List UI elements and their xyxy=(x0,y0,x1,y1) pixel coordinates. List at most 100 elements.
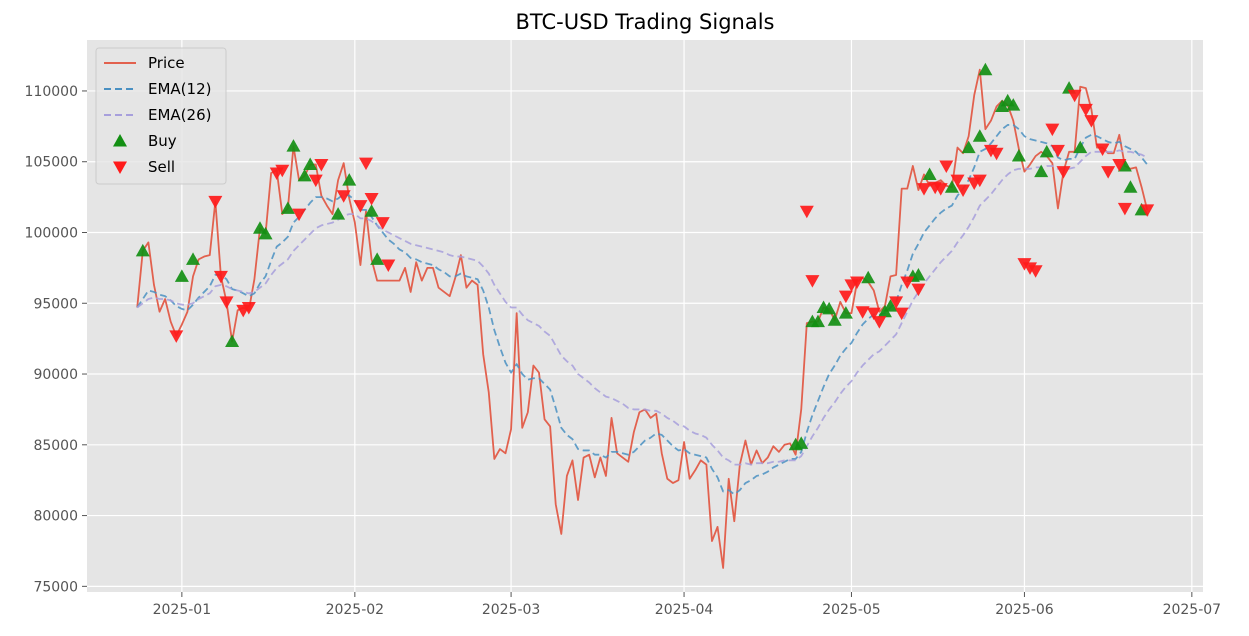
y-tick-label: 100000 xyxy=(25,225,78,241)
sell-marker xyxy=(917,183,931,196)
sell-marker xyxy=(805,275,820,288)
sell-marker xyxy=(1084,115,1099,128)
grid xyxy=(87,40,1203,592)
sell-marker xyxy=(208,195,223,209)
sell-marker xyxy=(336,190,351,203)
y-tick-label: 105000 xyxy=(25,155,78,171)
buy-marker xyxy=(280,201,295,214)
x-tick-label: 2025-04 xyxy=(655,602,714,618)
sell-marker xyxy=(1140,204,1155,217)
sell-marker xyxy=(911,283,926,297)
sell-marker xyxy=(850,276,865,290)
buy-marker xyxy=(1039,144,1054,158)
sell-marker xyxy=(889,296,904,309)
sell-marker xyxy=(213,270,228,284)
sell-marker xyxy=(950,174,965,188)
buy-marker xyxy=(883,299,898,312)
sell-marker xyxy=(241,302,256,315)
buy-marker xyxy=(810,314,825,328)
sell-marker xyxy=(1117,202,1132,216)
x-tick-label: 2025-03 xyxy=(482,602,541,618)
buy-marker xyxy=(972,129,987,142)
y-tick-label: 85000 xyxy=(33,438,78,454)
buy-marker xyxy=(978,62,993,76)
sell-marker xyxy=(364,193,379,206)
buy-marker xyxy=(944,180,959,193)
y-axis: 75000 80000 85000 90000 95000 100000 105000 110… xyxy=(25,84,87,595)
buy-marker xyxy=(186,252,201,265)
buy-marker xyxy=(225,334,240,347)
sell-marker xyxy=(933,183,948,196)
y-tick-label: 80000 xyxy=(33,509,78,525)
sell-marker xyxy=(1067,89,1082,103)
buy-marker xyxy=(1123,180,1138,193)
buy-marker xyxy=(911,267,926,281)
buy-marker xyxy=(297,168,312,182)
ema26-line xyxy=(136,149,1148,466)
buy-marker xyxy=(861,270,876,284)
buy-marker xyxy=(827,313,842,326)
sell-marker xyxy=(1045,123,1060,137)
buy-marker xyxy=(1006,98,1021,111)
sell-marker xyxy=(219,296,234,309)
sell-marker xyxy=(956,184,971,198)
y-tick-label: 95000 xyxy=(33,296,78,312)
sell-marker xyxy=(375,217,390,230)
buy-marker xyxy=(135,243,150,257)
buy-marker xyxy=(1034,164,1049,178)
buy-marker xyxy=(258,226,273,240)
sell-marker xyxy=(1056,166,1071,179)
buy-marker xyxy=(1011,149,1026,162)
x-axis: 2025-01 2025-02 2025-03 2025-04 2025-05 2025-… xyxy=(153,592,1221,618)
sell-marker xyxy=(1050,144,1065,158)
legend: Price EMA(12) EMA(26) Buy Sell xyxy=(95,47,227,185)
legend-label-sell: Sell xyxy=(148,158,175,176)
buy-marker xyxy=(822,301,837,315)
sell-marker xyxy=(972,174,987,188)
legend-label-ema12: EMA(12) xyxy=(148,80,211,98)
buy-marker xyxy=(252,221,267,234)
buy-marker xyxy=(370,252,385,265)
buy-marker xyxy=(174,269,189,282)
sell-marker xyxy=(308,174,323,188)
sell-marker xyxy=(1095,143,1110,156)
sell-marker xyxy=(169,330,184,343)
buy-marker xyxy=(286,139,301,152)
sell-marker xyxy=(939,160,954,173)
legend-label-price: Price xyxy=(148,54,185,72)
x-tick-label: 2025-01 xyxy=(153,602,212,618)
buy-marker xyxy=(922,167,937,180)
x-tick-label: 2025-02 xyxy=(326,602,385,618)
sell-marker xyxy=(353,200,368,213)
sell-marker xyxy=(1101,166,1116,179)
y-tick-label: 90000 xyxy=(33,367,78,383)
legend-swatch-buy xyxy=(113,134,127,147)
buy-marker xyxy=(1117,158,1132,172)
sell-marker xyxy=(894,307,909,321)
buy-marker xyxy=(331,207,346,220)
plot-area xyxy=(87,40,1203,592)
buy-marker xyxy=(794,436,809,449)
sell-marker xyxy=(1078,103,1093,117)
sell-marker xyxy=(292,208,307,222)
y-tick-label: 75000 xyxy=(33,579,78,595)
legend-box xyxy=(95,47,227,185)
sell-marker xyxy=(989,147,1004,161)
sell-marker xyxy=(1112,159,1127,172)
signal-markers xyxy=(135,62,1155,451)
sell-marker xyxy=(799,205,814,219)
buy-marker xyxy=(1073,140,1088,154)
sell-marker xyxy=(275,164,290,178)
sell-marker xyxy=(872,316,887,329)
sell-marker xyxy=(1028,265,1043,278)
sell-marker xyxy=(900,276,915,290)
sell-marker xyxy=(855,306,870,319)
chart-title: BTC-USD Trading Signals xyxy=(516,10,775,34)
sell-marker xyxy=(866,307,881,321)
y-tick-label: 110000 xyxy=(25,84,78,100)
buy-marker xyxy=(303,157,318,171)
buy-marker xyxy=(961,140,976,154)
x-tick-label: 2025-07 xyxy=(1163,602,1222,618)
sell-marker xyxy=(359,157,373,171)
sell-marker xyxy=(314,159,329,172)
